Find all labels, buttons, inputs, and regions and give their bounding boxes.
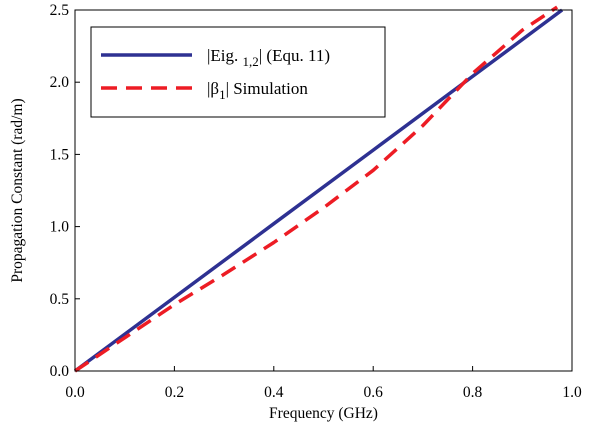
- legend-label-tail: | (Equ. 11): [259, 46, 330, 65]
- y-tick-label: 0.0: [50, 363, 70, 380]
- series-line-2: [74, 5, 559, 373]
- legend-label-tail: | Simulation: [226, 79, 309, 98]
- x-tick-label: 0.2: [165, 384, 184, 401]
- y-tick-label: 1.5: [50, 146, 70, 163]
- legend-label-subscript: 1: [219, 87, 226, 102]
- x-tick-label: 0.6: [364, 384, 384, 401]
- x-tick-label: 0.8: [463, 384, 483, 401]
- plot-frame: [74, 9, 573, 372]
- y-axis-label: Propagation Constant (rad/m): [9, 98, 26, 282]
- legend-label-1: |Eig. 1,2| (Equ. 11): [207, 46, 330, 69]
- y-tick-label: 2.5: [50, 2, 70, 19]
- x-axis-label: Frequency (GHz): [269, 405, 378, 422]
- legend-label-2: |β1| Simulation: [207, 79, 308, 102]
- y-tick-label: 0.5: [50, 291, 70, 308]
- legend-box: [90, 26, 386, 118]
- legend-label-main: |β: [207, 79, 219, 98]
- series-line-1: [73, 8, 564, 373]
- legend: |Eig. 1,2| (Equ. 11) |β1| Simulation: [90, 26, 386, 118]
- series-layer: [73, 5, 564, 373]
- legend-label-subscript: 1,2: [243, 54, 259, 69]
- y-tick-label: 2.0: [50, 74, 70, 91]
- x-tick-label: 0.0: [65, 384, 85, 401]
- x-tick-label: 0.4: [264, 384, 284, 401]
- y-tick-label: 1.0: [50, 219, 70, 236]
- tick-labels: 0.0 0.2 0.4 0.6 0.8 1.0 0.0 0.5 1.0 1.5 2.0 2.5: [50, 2, 582, 401]
- legend-label-main: |Eig.: [207, 46, 243, 65]
- x-tick-label: 1.0: [562, 384, 582, 401]
